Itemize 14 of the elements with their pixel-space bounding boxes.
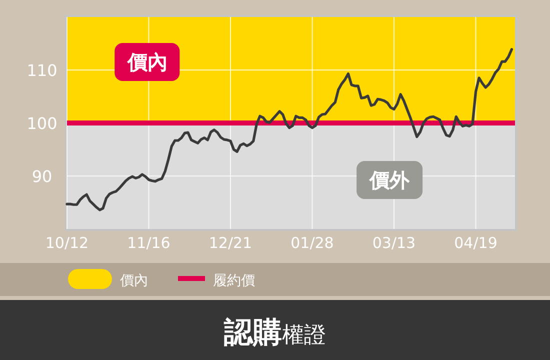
x-tick-label: 12/21 — [208, 234, 252, 252]
legend-label: 履約價 — [213, 273, 255, 289]
x-tick-label: 03/13 — [372, 234, 416, 252]
text: 價內 — [120, 273, 148, 289]
x-tick-label: 10/12 — [45, 234, 89, 252]
band-label: 價內 — [126, 50, 168, 74]
x-tick-label: 11/16 — [127, 234, 170, 252]
y-tick-label: 100 — [26, 114, 58, 133]
x-tick-label: 01/28 — [290, 234, 334, 252]
y-tick-label: 110 — [26, 61, 58, 80]
text: 認購權證 — [223, 315, 326, 349]
y-tick-label: 90 — [32, 167, 52, 186]
band-label: 價外 — [368, 168, 411, 192]
x-tick-label: 04/19 — [454, 234, 498, 252]
